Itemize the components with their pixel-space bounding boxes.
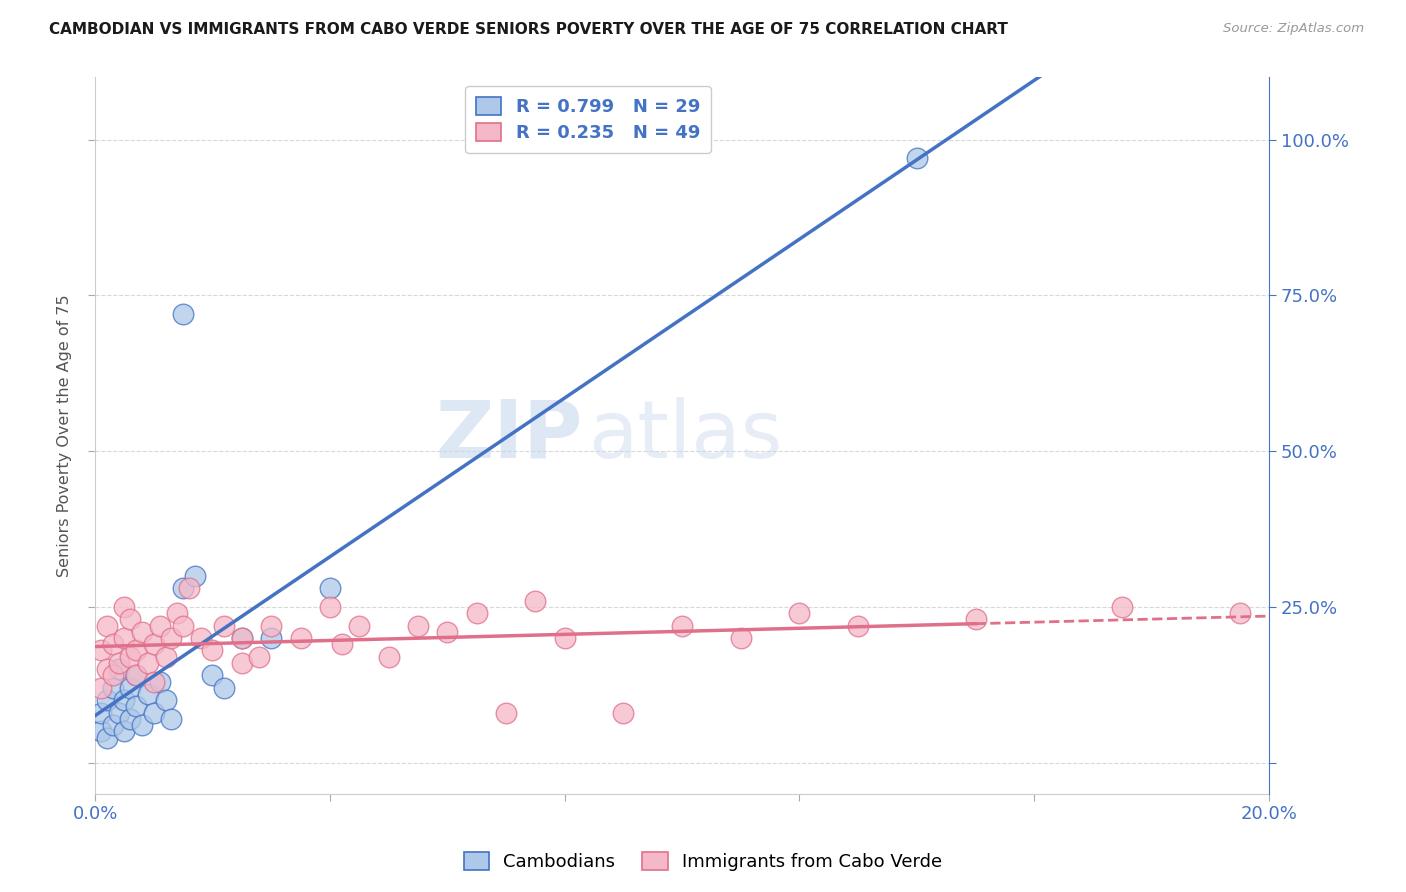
Point	[184, 568, 207, 582]
Point	[125, 643, 148, 657]
Point	[495, 706, 517, 720]
Point	[905, 152, 928, 166]
Point	[136, 656, 159, 670]
Point	[114, 631, 136, 645]
Point	[160, 712, 183, 726]
Point	[465, 606, 488, 620]
Point	[612, 706, 634, 720]
Point	[101, 681, 124, 695]
Point	[319, 581, 342, 595]
Point	[260, 618, 283, 632]
Point	[107, 706, 129, 720]
Point	[524, 593, 547, 607]
Point	[90, 643, 112, 657]
Point	[125, 668, 148, 682]
Point	[290, 631, 312, 645]
Point	[90, 706, 112, 720]
Point	[101, 668, 124, 682]
Point	[1111, 599, 1133, 614]
Point	[319, 599, 342, 614]
Point	[406, 618, 429, 632]
Point	[96, 693, 118, 707]
Point	[155, 693, 177, 707]
Point	[155, 649, 177, 664]
Point	[136, 687, 159, 701]
Point	[201, 668, 224, 682]
Text: CAMBODIAN VS IMMIGRANTS FROM CABO VERDE SENIORS POVERTY OVER THE AGE OF 75 CORRE: CAMBODIAN VS IMMIGRANTS FROM CABO VERDE …	[49, 22, 1008, 37]
Point	[231, 631, 253, 645]
Point	[96, 662, 118, 676]
Point	[120, 612, 142, 626]
Point	[212, 618, 235, 632]
Point	[149, 618, 172, 632]
Text: ZIP: ZIP	[434, 397, 582, 475]
Point	[160, 631, 183, 645]
Point	[142, 674, 165, 689]
Legend: Cambodians, Immigrants from Cabo Verde: Cambodians, Immigrants from Cabo Verde	[457, 846, 949, 879]
Point	[436, 624, 458, 639]
Point	[172, 307, 194, 321]
Point	[131, 624, 153, 639]
Point	[789, 606, 811, 620]
Point	[120, 712, 142, 726]
Point	[177, 581, 200, 595]
Point	[671, 618, 693, 632]
Point	[730, 631, 752, 645]
Text: atlas: atlas	[588, 397, 783, 475]
Point	[90, 681, 112, 695]
Point	[120, 681, 142, 695]
Point	[166, 606, 188, 620]
Point	[249, 649, 271, 664]
Point	[114, 693, 136, 707]
Y-axis label: Seniors Poverty Over the Age of 75: Seniors Poverty Over the Age of 75	[58, 294, 72, 577]
Point	[231, 656, 253, 670]
Point	[846, 618, 869, 632]
Point	[120, 649, 142, 664]
Point	[90, 724, 112, 739]
Point	[125, 699, 148, 714]
Legend: R = 0.799   N = 29, R = 0.235   N = 49: R = 0.799 N = 29, R = 0.235 N = 49	[465, 87, 711, 153]
Point	[347, 618, 370, 632]
Point	[96, 618, 118, 632]
Point	[190, 631, 212, 645]
Point	[260, 631, 283, 645]
Point	[330, 637, 353, 651]
Point	[101, 637, 124, 651]
Point	[231, 631, 253, 645]
Point	[131, 718, 153, 732]
Point	[554, 631, 576, 645]
Point	[142, 706, 165, 720]
Point	[142, 637, 165, 651]
Point	[107, 662, 129, 676]
Point	[114, 724, 136, 739]
Point	[149, 674, 172, 689]
Point	[965, 612, 987, 626]
Point	[212, 681, 235, 695]
Text: Source: ZipAtlas.com: Source: ZipAtlas.com	[1223, 22, 1364, 36]
Point	[125, 668, 148, 682]
Point	[107, 656, 129, 670]
Point	[101, 718, 124, 732]
Point	[377, 649, 399, 664]
Point	[96, 731, 118, 745]
Point	[201, 643, 224, 657]
Point	[172, 581, 194, 595]
Point	[172, 618, 194, 632]
Point	[114, 599, 136, 614]
Point	[1229, 606, 1251, 620]
